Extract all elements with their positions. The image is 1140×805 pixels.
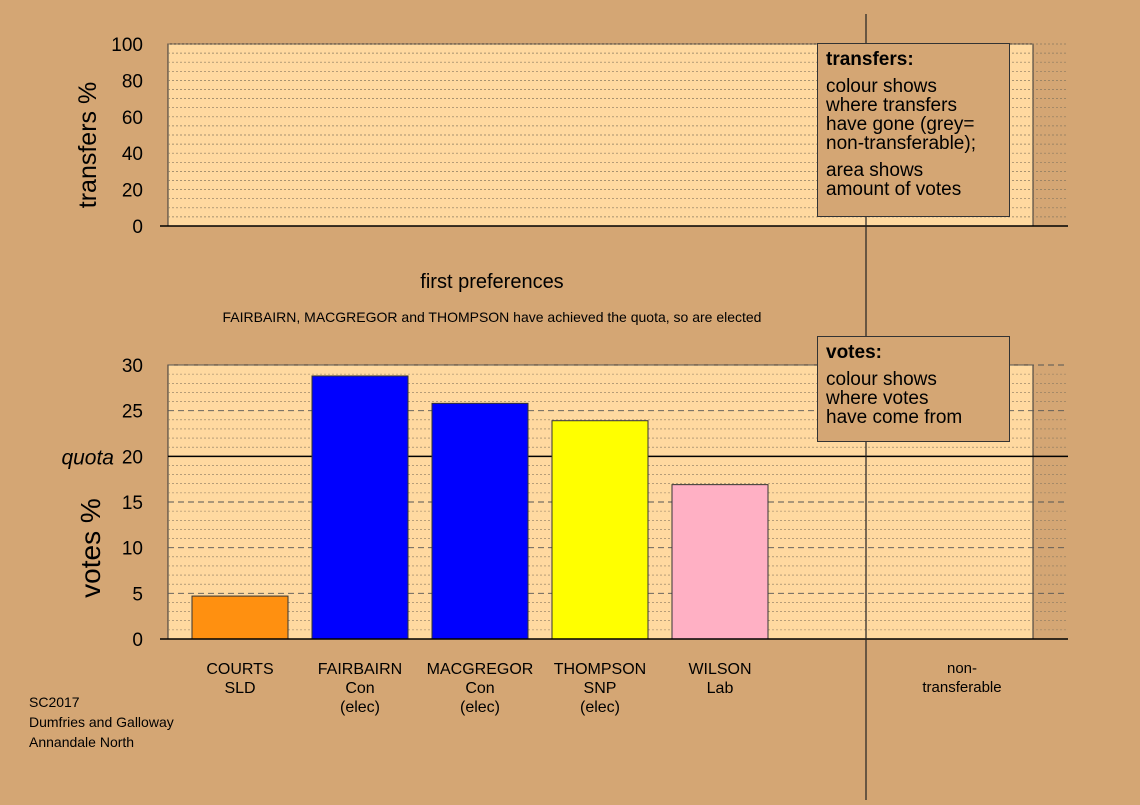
caption-council: Dumfries and Galloway [29,714,174,730]
candidate-name-label: WILSON [688,661,751,678]
nontransferable-label: non- [947,660,977,677]
transfers-axis-label: transfers % [74,82,102,208]
transfers-legend-line: non-transferable); [826,133,976,154]
candidate-status-label: (elec) [460,699,500,716]
elected-note: FAIRBAIRN, MACGREGOR and THOMPSON have a… [223,309,762,325]
candidate-status-label: (elec) [340,699,380,716]
transfers-tick-label: 60 [122,108,143,129]
nontransferable-label: transferable [922,679,1001,696]
transfers-legend-line: colour shows [826,76,937,97]
votes-tick-label: 5 [132,584,143,605]
transfers-legend-line: have gone (grey= [826,114,975,135]
transfers-tick-label: 20 [122,181,143,202]
stage-title: first preferences [420,271,563,293]
candidate-party-label: Con [465,680,494,697]
candidate-party-label: SLD [224,680,255,697]
vote-bar-macgregor [431,402,529,640]
candidate-name-label: THOMPSON [554,661,646,678]
votes-tick-label: 25 [122,402,143,423]
caption-ward: Annandale North [29,734,135,750]
votes-tick-label: 10 [122,539,143,560]
votes-tick-label: 30 [122,356,143,377]
transfers-legend-line: area shows [826,160,924,181]
votes-legend-heading: votes: [826,342,882,363]
vote-bar-courts [191,595,289,640]
candidate-party-label: SNP [584,680,617,697]
votes-tick-label: 20 [122,447,143,468]
candidate-name-label: FAIRBAIRN [318,661,402,678]
votes-legend-box: votes: colour shows where votes have com… [817,336,1010,442]
votes-axis-label: votes % [75,498,106,598]
candidate-status-label: (elec) [580,699,620,716]
votes-legend-line: where votes [826,388,929,409]
transfers-legend-line: amount of votes [826,179,962,200]
vote-bar-thompson [551,420,649,640]
candidate-party-label: Lab [707,680,734,697]
votes-panel: COURTS SLD FAIRBAIRN Con (elec) MACGREGOR Con (… [61,356,1068,716]
transfers-legend-heading: transfers: [826,49,914,70]
candidate-name-label: COURTS [206,661,273,678]
transfers-tick-label: 0 [132,217,143,238]
votes-legend-line: have come from [826,407,963,428]
quota-label: quota [61,446,114,469]
transfers-legend-box: transfers: colour shows where transfers … [817,43,1010,217]
votes-tick-label: 15 [122,493,143,514]
candidate-name-label: MACGREGOR [427,661,534,678]
votes-legend-line: colour shows [826,369,937,390]
caption-election: SC2017 [29,694,80,710]
transfers-tick-label: 80 [122,71,143,92]
votes-tick-label: 0 [132,630,143,651]
vote-bar-wilson [671,484,769,640]
candidate-party-label: Con [345,680,374,697]
election-caption: SC2017 Dumfries and Galloway Annandale N… [29,692,174,752]
vote-bar-fairbairn [311,375,409,640]
transfers-tick-label: 40 [122,144,143,165]
transfers-tick-label: 100 [111,35,143,56]
transfers-legend-line: where transfers [826,95,957,116]
